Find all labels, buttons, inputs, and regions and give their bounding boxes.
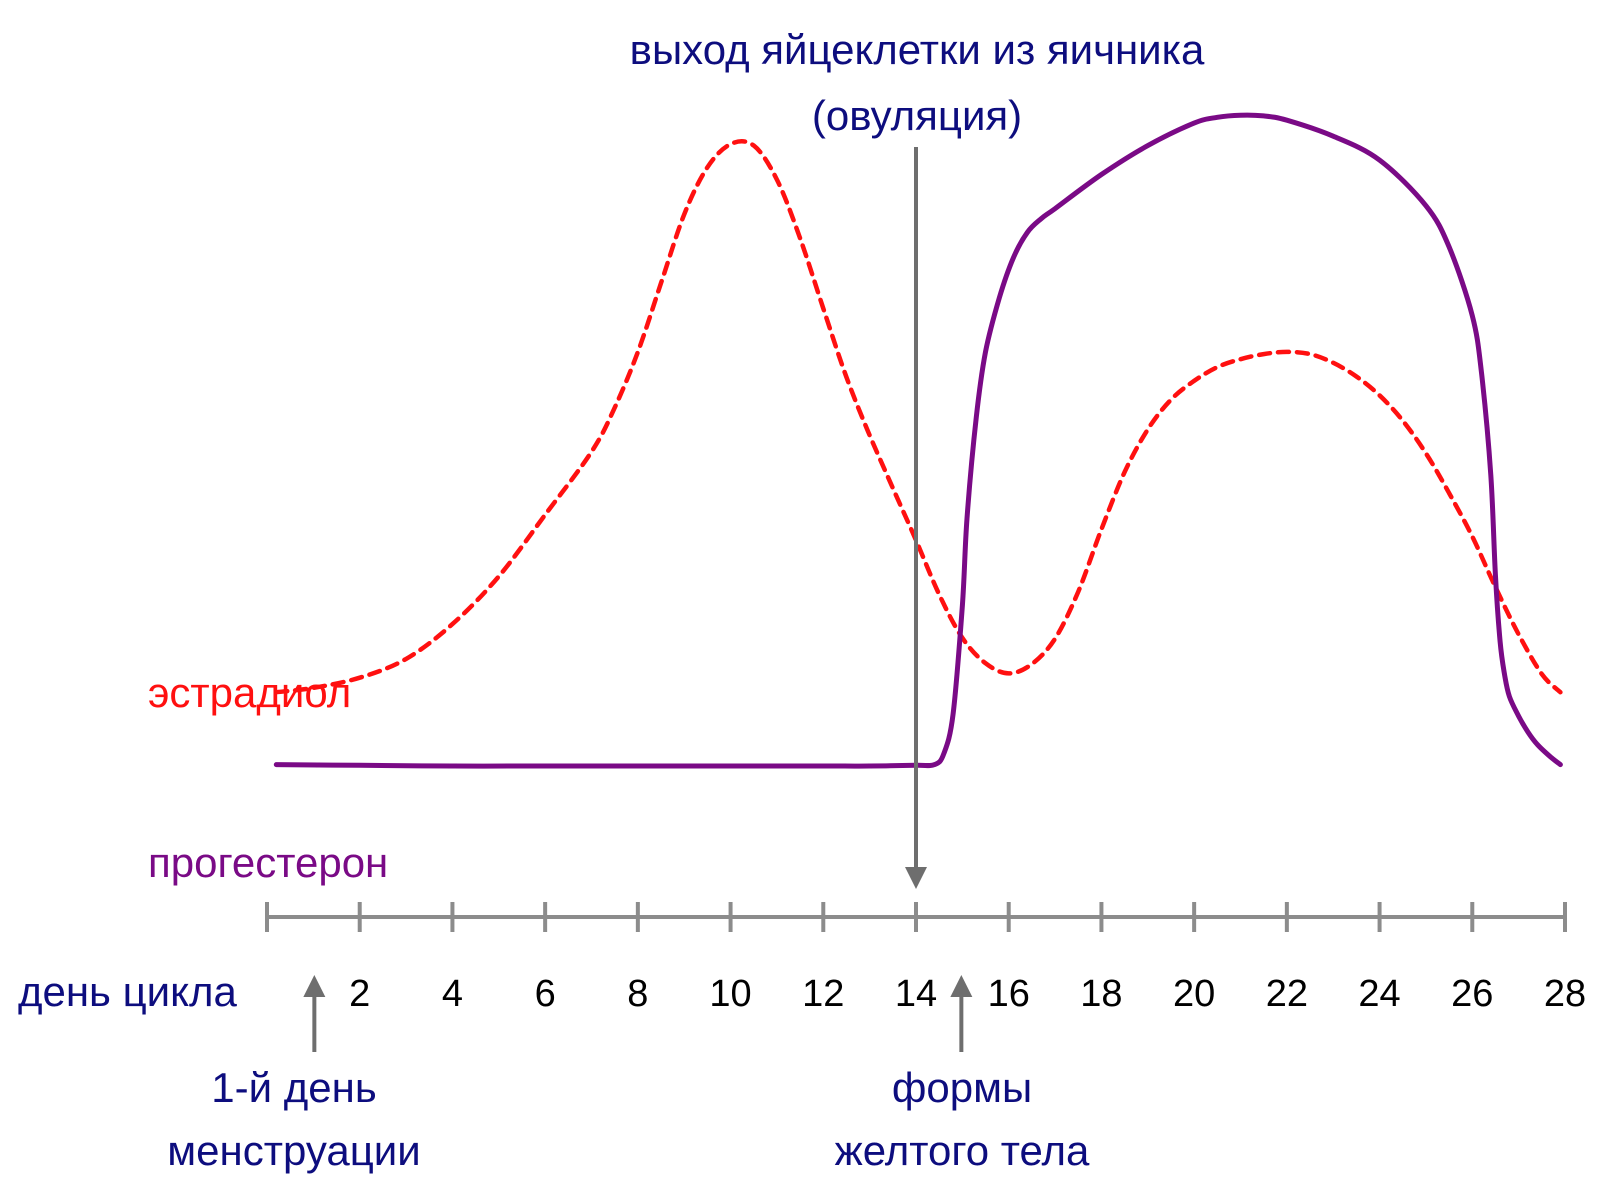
corpus-luteum-arrow-head — [950, 975, 973, 997]
corpus-luteum-label-line1: формы — [892, 1064, 1032, 1111]
progesterone-series-line — [273, 112, 1563, 769]
corpus-luteum-arrow — [950, 975, 973, 1052]
ovulation-label-line1: выход яйцеклетки из яичника — [630, 26, 1205, 73]
menstruation-label-line1: 1-й день — [211, 1064, 376, 1111]
x-tick-label-14: 14 — [895, 973, 937, 1015]
x-tick-label-8: 8 — [627, 973, 648, 1015]
progesterone-legend-label: прогестерон — [148, 839, 388, 886]
x-axis-label: день цикла — [18, 968, 237, 1015]
x-tick-label-12: 12 — [802, 973, 844, 1015]
x-tick-label-4: 4 — [442, 973, 463, 1015]
x-tick-label-2: 2 — [349, 973, 370, 1015]
arrow-layer — [303, 147, 973, 1052]
estradiol-series-line — [274, 139, 1563, 695]
estradiol-legend-label: эстрадиол — [148, 669, 351, 716]
x-axis-tick-labels: 2 4 6 8 10 12 14 16 18 20 22 24 26 28 — [349, 973, 1586, 1015]
x-tick-label-22: 22 — [1266, 973, 1308, 1015]
series-layer — [273, 112, 1563, 769]
x-tick-label-24: 24 — [1358, 973, 1400, 1015]
ovulation-arrow-head — [905, 867, 927, 889]
x-tick-label-6: 6 — [535, 973, 556, 1015]
x-tick-label-26: 26 — [1451, 973, 1493, 1015]
x-tick-label-28: 28 — [1544, 973, 1586, 1015]
x-tick-label-20: 20 — [1173, 973, 1215, 1015]
menstruation-arrow — [303, 975, 326, 1052]
corpus-luteum-label-line2: желтого тела — [835, 1127, 1090, 1174]
x-tick-label-18: 18 — [1080, 973, 1122, 1015]
x-tick-label-16: 16 — [988, 973, 1030, 1015]
menstruation-arrow-head — [303, 975, 326, 997]
ovulation-arrow — [905, 147, 927, 889]
x-tick-label-10: 10 — [709, 973, 751, 1015]
ovulation-label-line2: (овуляция) — [812, 92, 1022, 139]
menstruation-label-line2: менструации — [167, 1127, 420, 1174]
x-axis-ticks — [265, 902, 1567, 932]
